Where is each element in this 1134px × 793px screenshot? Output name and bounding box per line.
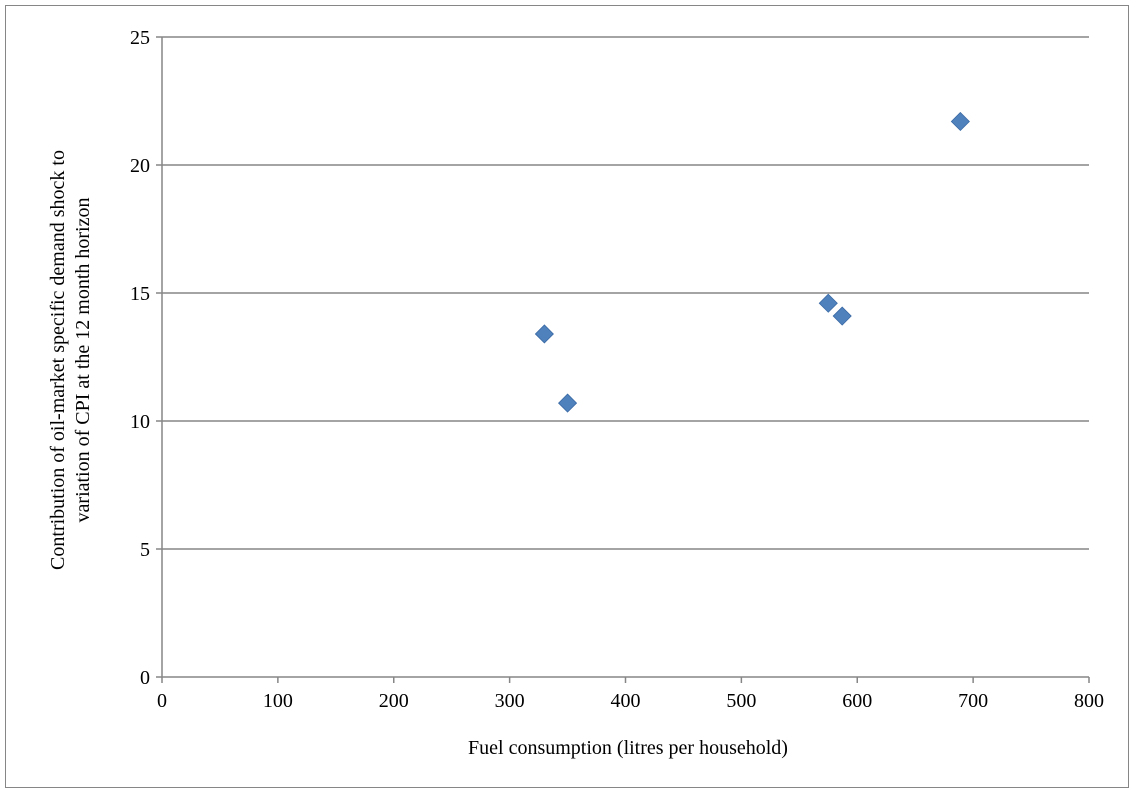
x-tick-label-300: 300	[495, 690, 525, 712]
data-point-5	[950, 111, 970, 132]
y-axis-title-line-2: variation of CPI at the 12 month horizon	[72, 198, 94, 523]
x-tick-label-200: 200	[379, 690, 409, 712]
x-tick-label-100: 100	[263, 690, 293, 712]
data-point-1	[534, 324, 554, 344]
y-axis-title-line-1: Contribution of oil-market specific dema…	[47, 150, 69, 570]
y-tick-label-0: 0	[140, 667, 150, 689]
x-tick-label-600: 600	[842, 690, 872, 712]
data-point-3	[818, 293, 838, 313]
y-tick-label-5: 5	[140, 539, 150, 561]
axes	[156, 36, 1090, 683]
data-points	[534, 111, 970, 413]
x-tick-labels: 0 100 200 300 400 500 600 700 800	[157, 690, 1104, 712]
data-point-2	[557, 393, 578, 413]
y-tick-label-25: 25	[130, 27, 150, 49]
data-point-4	[832, 306, 852, 326]
x-tick-label-800: 800	[1074, 690, 1104, 712]
x-axis-title: Fuel consumption (litres per household)	[468, 737, 788, 759]
y-axis-title: Contribution of oil-market specific dema…	[47, 150, 94, 570]
x-tick-label-700: 700	[958, 690, 988, 712]
y-tick-label-15: 15	[130, 283, 150, 305]
x-tick-label-500: 500	[726, 690, 756, 712]
y-tick-label-10: 10	[130, 411, 150, 433]
gridlines	[162, 36, 1089, 550]
x-tick-label-0: 0	[157, 690, 167, 712]
y-tick-labels: 0 5 10 15 20 25	[130, 27, 150, 689]
x-tick-label-400: 400	[611, 690, 641, 712]
y-tick-label-20: 20	[130, 155, 150, 177]
